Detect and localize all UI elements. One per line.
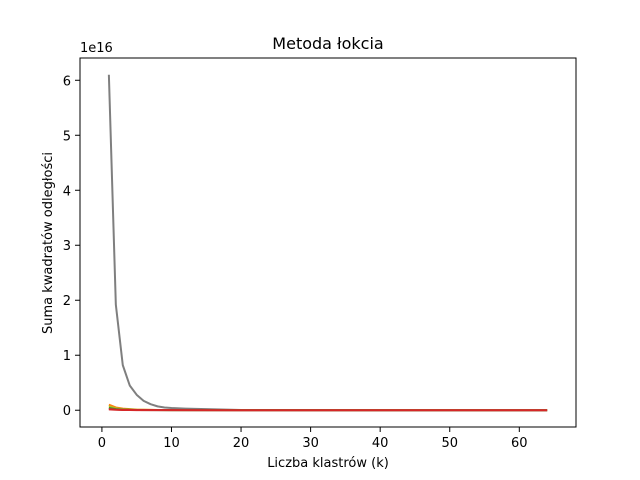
y-tick-label: 5 [63, 129, 71, 144]
x-axis-label: Liczba klastrów (k) [267, 456, 389, 471]
x-tick-label: 40 [372, 436, 389, 451]
y-axis: 0 1 2 3 4 5 6 [63, 74, 80, 419]
y-tick-label: 6 [63, 74, 71, 89]
x-tick-label: 10 [163, 436, 180, 451]
y-tick-label: 3 [63, 239, 71, 254]
y-offset-label: 1e16 [80, 41, 113, 56]
y-tick-label: 0 [63, 404, 71, 419]
series-line-6 [108, 408, 548, 412]
chart-title: Metoda łokcia [272, 34, 383, 53]
x-tick-label: 20 [233, 436, 250, 451]
y-tick-label: 1 [63, 349, 71, 364]
x-tick-label: 0 [98, 436, 106, 451]
x-tick-label: 30 [302, 436, 319, 451]
x-axis: 0 10 20 30 40 50 60 [98, 427, 528, 451]
x-tick-label: 60 [511, 436, 528, 451]
y-tick-label: 2 [63, 294, 71, 309]
y-axis-label: Suma kwadratów odległości [41, 152, 56, 334]
y-tick-label: 4 [63, 184, 71, 199]
x-tick-label: 50 [441, 436, 458, 451]
plot-frame [79, 57, 577, 428]
series-layer [107, 74, 548, 412]
